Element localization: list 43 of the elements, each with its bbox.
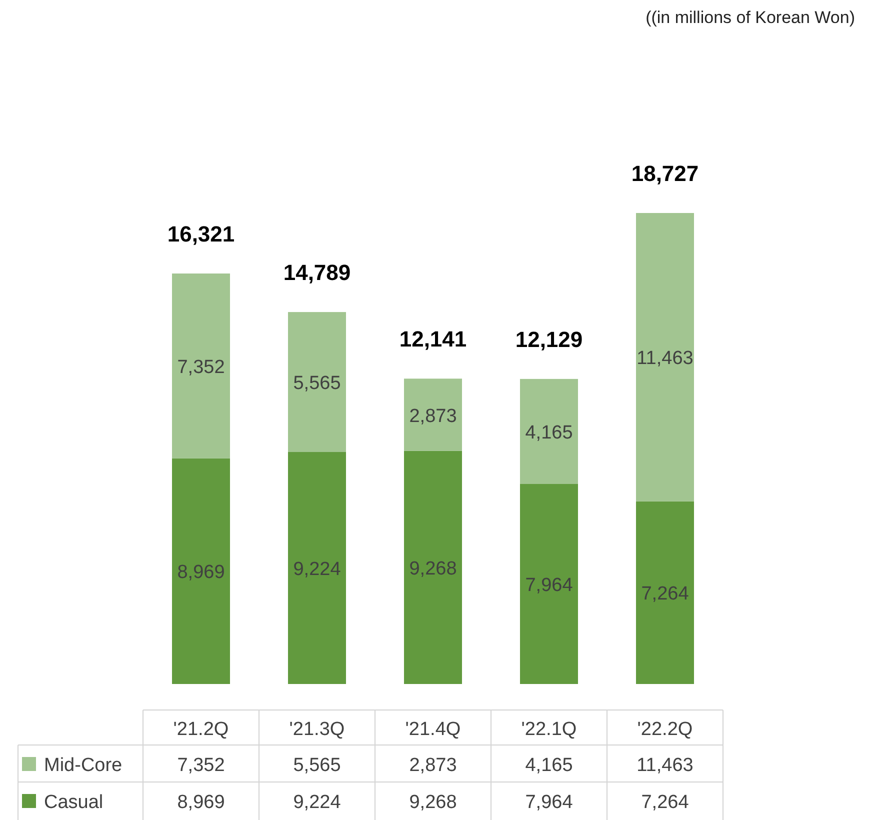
bar [520, 484, 578, 684]
bar [636, 501, 694, 684]
legend-label: Casual [44, 792, 104, 813]
data-label: 9,268 [409, 792, 457, 813]
x-tick-label: '21.3Q [289, 719, 345, 740]
data-label: 7,964 [525, 792, 574, 813]
x-tick-label: '22.1Q [521, 719, 577, 740]
bar [172, 458, 230, 684]
data-label: 7,264 [641, 792, 690, 813]
data-label: 9,224 [293, 792, 342, 813]
text: 7,352 [177, 356, 225, 378]
legend-label: Mid-Core [44, 755, 122, 776]
total-label: 12,141 [399, 326, 467, 352]
text: 5,565 [293, 373, 341, 394]
text: 4,165 [525, 422, 573, 444]
total-label: 12,129 [515, 326, 583, 352]
total-label: 16,321 [167, 222, 235, 247]
bar [288, 452, 346, 684]
bar [288, 312, 346, 452]
text: 2,873 [409, 406, 457, 427]
text: 9,224 [293, 559, 341, 580]
bar [404, 450, 462, 684]
data-label: 4,165 [525, 755, 573, 776]
text: 8,969 [177, 562, 225, 584]
data-label: 5,565 [293, 755, 341, 776]
bar [520, 378, 578, 484]
bar [172, 274, 230, 458]
x-tick-label: '21.2Q [173, 719, 229, 740]
text: ((in millions of Korean Won) [646, 8, 855, 27]
text: 7,264 [641, 584, 689, 605]
data-label: 11,463 [636, 755, 694, 776]
text: 11,463 [636, 348, 694, 370]
data-label: 7,352 [177, 755, 225, 776]
bar [636, 213, 694, 502]
total-label: 18,727 [631, 161, 699, 186]
bar [404, 378, 462, 451]
data-label: 2,873 [409, 755, 457, 776]
x-tick-label: '21.4Q [405, 719, 461, 740]
data-label: 8,969 [177, 792, 225, 813]
total-label: 14,789 [283, 260, 351, 286]
text: 9,268 [409, 558, 457, 580]
text: 7,964 [525, 574, 573, 596]
x-tick-label: '22.2Q [637, 719, 693, 740]
